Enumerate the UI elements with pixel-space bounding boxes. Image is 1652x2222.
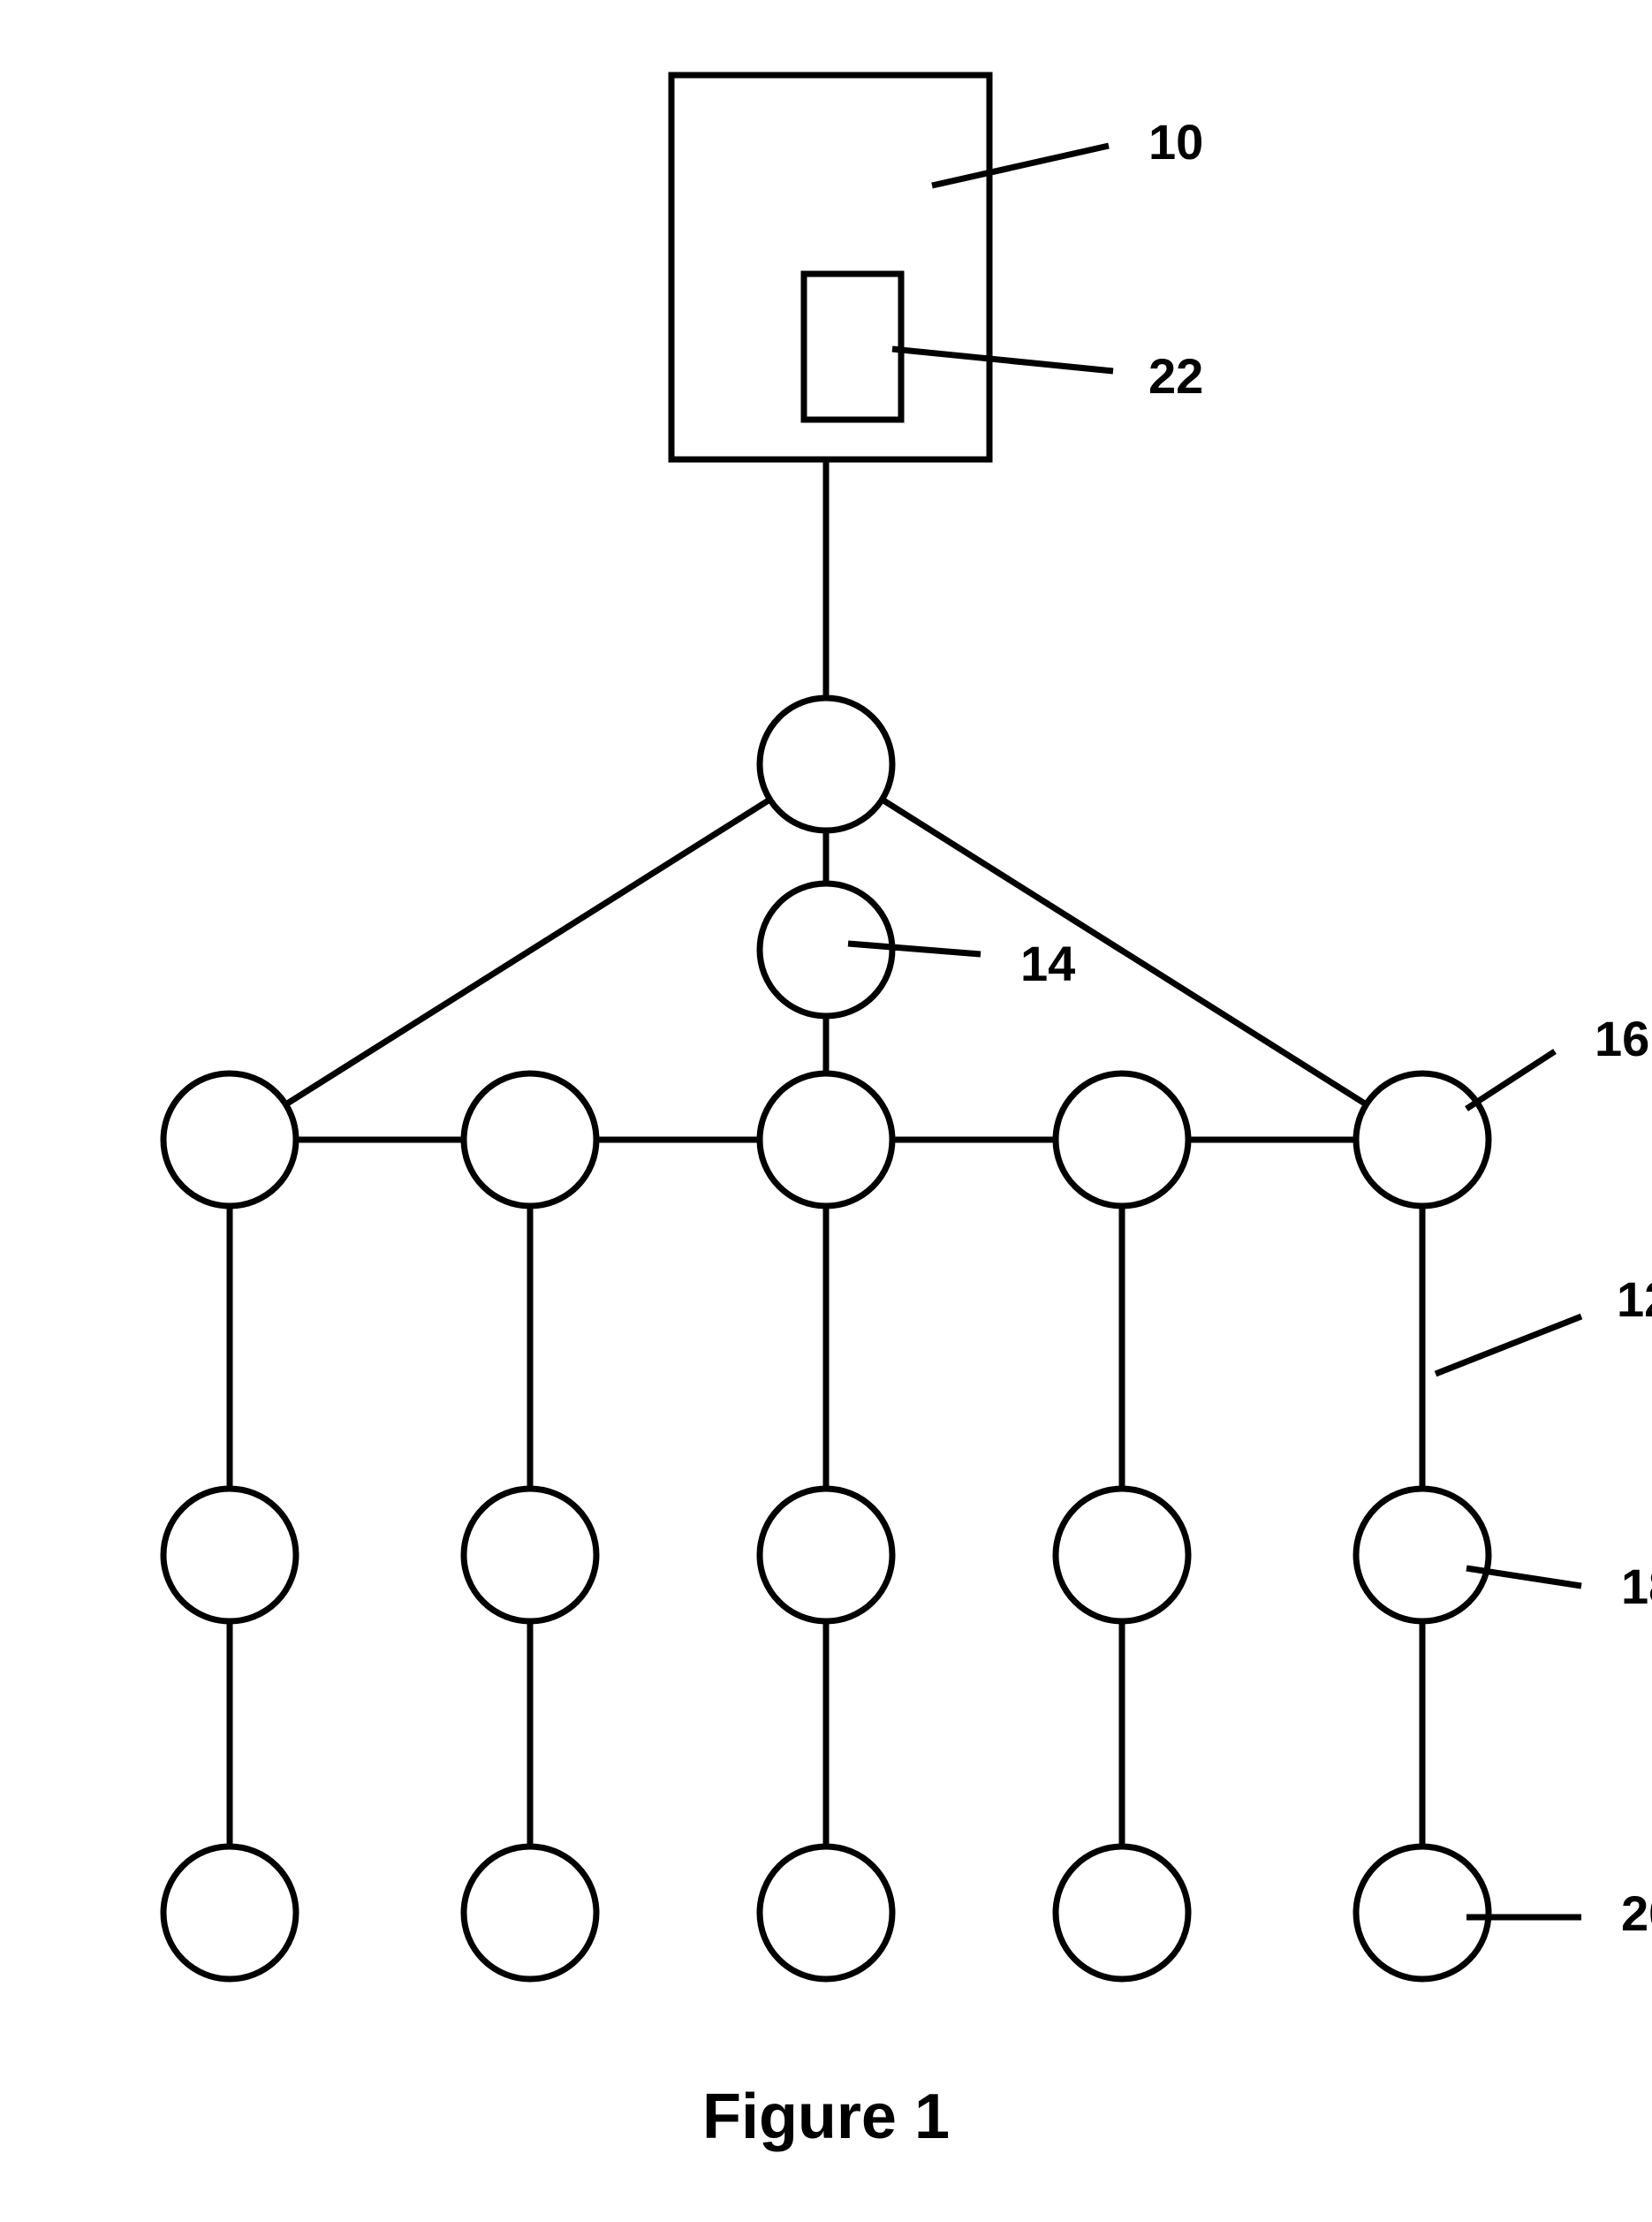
ref-label: 14 bbox=[1020, 936, 1075, 991]
ref-label: 12 bbox=[1617, 1271, 1652, 1327]
node bbox=[760, 1073, 892, 1206]
node bbox=[464, 1073, 596, 1206]
figure-caption: Figure 1 bbox=[702, 2082, 950, 2152]
node bbox=[163, 1073, 296, 1206]
node bbox=[1356, 1073, 1489, 1206]
ref-label: 10 bbox=[1148, 114, 1203, 170]
node bbox=[760, 1847, 892, 1979]
node bbox=[464, 1489, 596, 1621]
diagram-svg: 10 22 14 16 12 18 20 Figure 1 bbox=[0, 0, 1652, 2222]
ref-label: 18 bbox=[1621, 1558, 1652, 1614]
inner-box bbox=[804, 274, 901, 420]
node bbox=[1356, 1489, 1489, 1621]
node bbox=[760, 1489, 892, 1621]
node bbox=[760, 883, 892, 1016]
ref-label: 16 bbox=[1595, 1011, 1649, 1066]
ref-label: 22 bbox=[1148, 348, 1203, 404]
node bbox=[464, 1847, 596, 1979]
ref-label: 20 bbox=[1621, 1885, 1652, 1941]
node bbox=[1056, 1073, 1188, 1206]
node bbox=[760, 698, 892, 830]
node bbox=[1356, 1847, 1489, 1979]
node bbox=[163, 1489, 296, 1621]
node bbox=[1056, 1847, 1188, 1979]
node bbox=[163, 1847, 296, 1979]
node bbox=[1056, 1489, 1188, 1621]
